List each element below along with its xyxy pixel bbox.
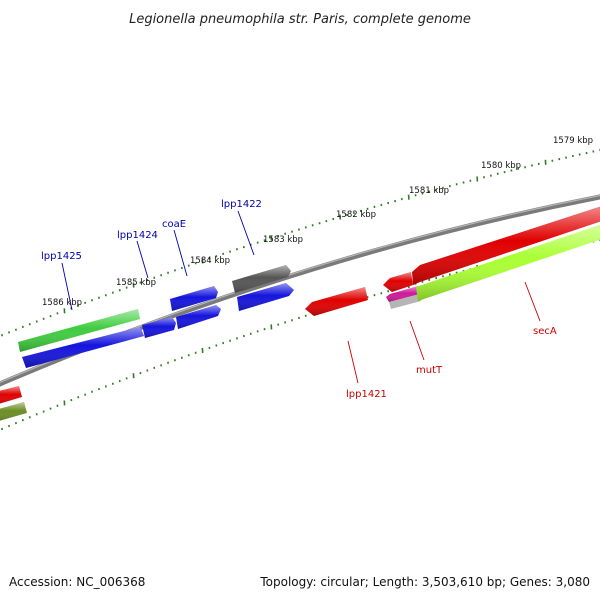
gene-feature-lpp1425-green[interactable] (18, 309, 140, 352)
gene-feature-coaE-upper[interactable] (170, 286, 218, 311)
forward-strand-features (18, 265, 294, 368)
map-title: Legionella pneumophila str. Paris, compl… (129, 12, 471, 27)
scale-label-1581: 1581 kbp (409, 186, 449, 196)
scale-label-1582: 1582 kbp (336, 210, 376, 220)
gene-feature-lpp1425[interactable] (22, 327, 144, 368)
gene-feature-secA[interactable] (416, 223, 600, 301)
gene-feature-coaE[interactable] (176, 305, 221, 329)
gene-feature-left-red[interactable] (0, 386, 22, 405)
scale-label-1580: 1580 kbp (481, 161, 521, 171)
mutT-leader (409, 320, 425, 361)
genome-backbone (0, 194, 600, 387)
lpp1421-leader (347, 340, 359, 384)
topology-summary: Topology: circular; Length: 3,503,610 bp… (259, 575, 590, 589)
gene-label-coaE[interactable]: coaE (162, 219, 186, 230)
scale-label-1586: 1586 kbp (42, 298, 82, 308)
gene-feature-secA-red[interactable] (412, 205, 600, 285)
gene-feature-mutT[interactable] (386, 286, 420, 302)
scale-ticks (1, 149, 600, 431)
gene-feature-lpp1422-grey[interactable] (232, 265, 291, 293)
gene-feature-lpp1424[interactable] (142, 317, 176, 338)
scale-label-1579: 1579 kbp (553, 136, 593, 146)
gene-label-lpp1424[interactable]: lpp1424 (117, 230, 158, 241)
gene-feature-lpp1422[interactable] (237, 283, 294, 311)
gene-label-mutT[interactable]: mutT (416, 365, 443, 376)
lpp1424-leader (136, 240, 149, 279)
lpp1425-leader (61, 262, 73, 311)
accession-text: Accession: NC_006368 (9, 575, 145, 589)
scale-label-1584: 1584 kbp (190, 256, 230, 266)
gene-feature-mutT-red[interactable] (383, 272, 413, 292)
scale-label-1585: 1585 kbp (116, 278, 156, 288)
reverse-strand-features (0, 205, 600, 422)
gene-label-lpp1425[interactable]: lpp1425 (41, 251, 82, 262)
gene-label-secA[interactable]: secA (533, 326, 557, 337)
gene-feature-left-olive[interactable] (0, 402, 27, 422)
scale-label-1583: 1583 kbp (263, 235, 303, 245)
secA-leader (524, 281, 541, 322)
gene-label-lpp1421[interactable]: lpp1421 (346, 389, 387, 400)
gene-labels: lpp1425 lpp1424 coaE lpp1422 lpp1421 mut… (41, 199, 557, 400)
genome-backbone-highlight (0, 194, 600, 384)
coaE-leader (173, 229, 188, 277)
gene-feature-mutT-grey[interactable] (389, 294, 421, 309)
gene-label-lpp1422[interactable]: lpp1422 (221, 199, 262, 210)
gene-feature-lpp1421[interactable] (305, 287, 368, 316)
lpp1422-leader (237, 210, 255, 256)
scale-labels: 1579 kbp 1580 kbp 1581 kbp 1582 kbp 1583… (42, 136, 593, 308)
